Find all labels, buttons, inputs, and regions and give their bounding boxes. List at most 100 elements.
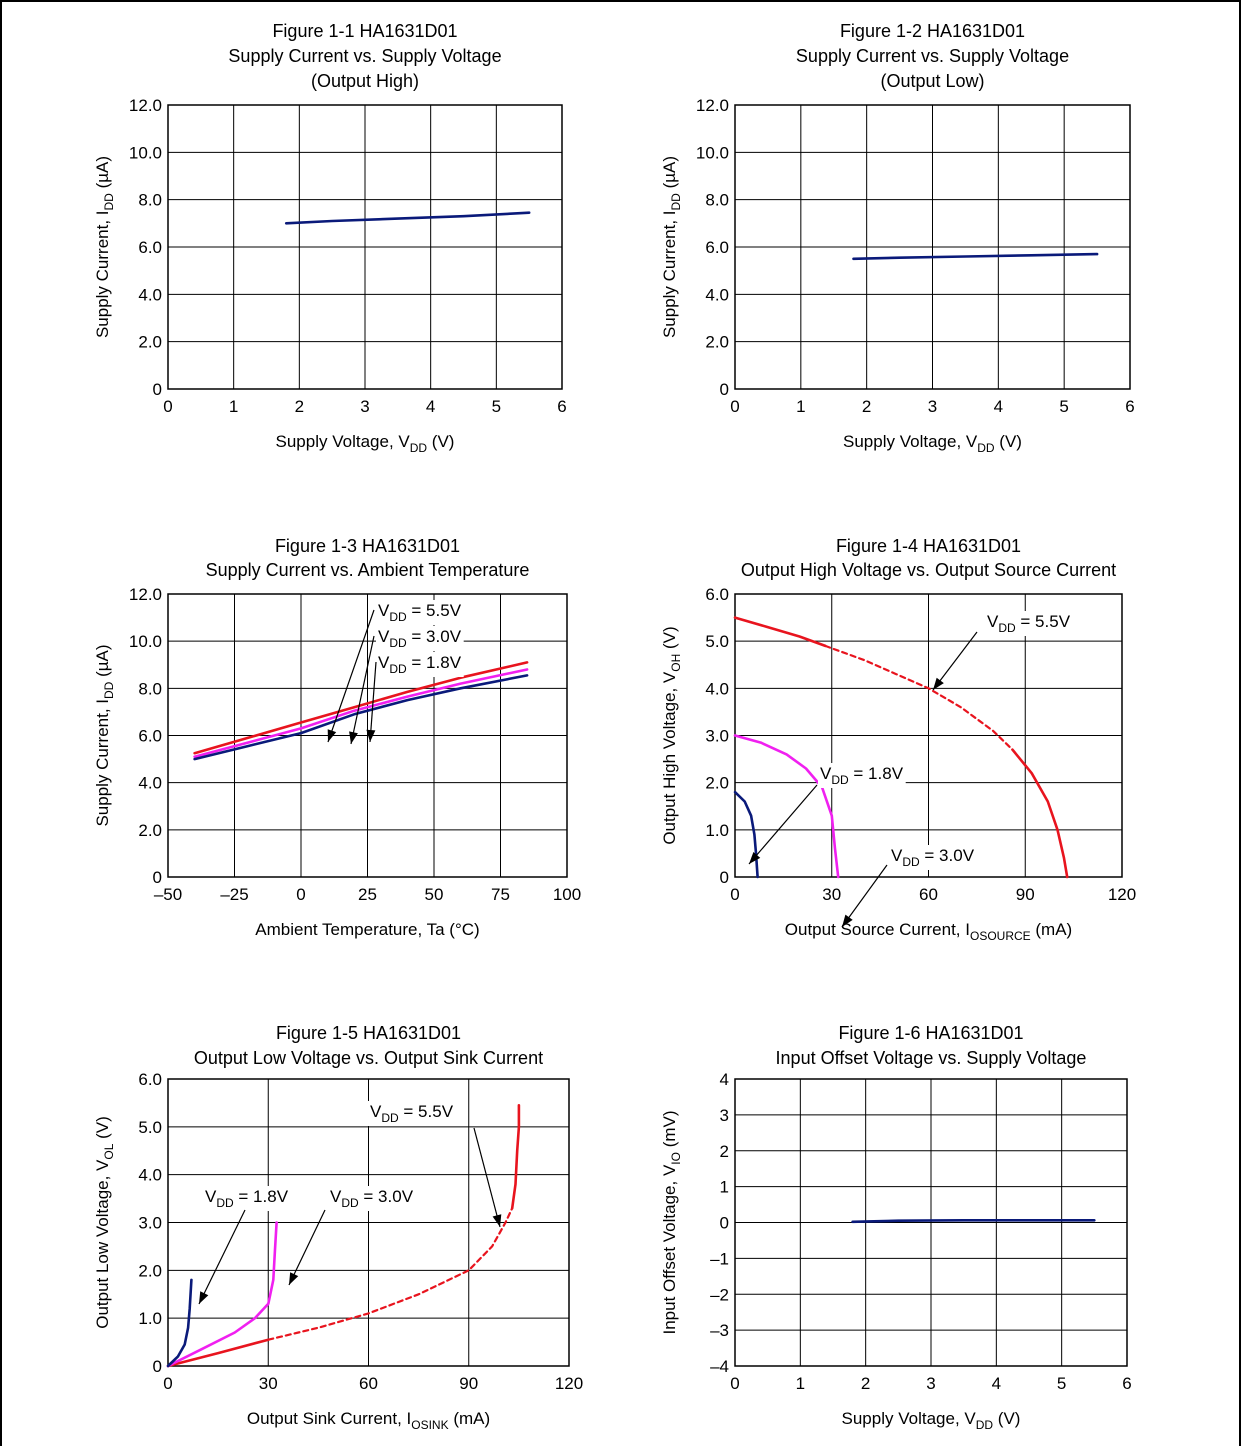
annotation-label: VDD = 3.0V [330,1187,414,1210]
arrow-head [199,1291,209,1304]
y-tick-label: –2 [710,1285,729,1304]
series-line [193,661,529,755]
x-tick-label: 2 [862,397,871,416]
annotation-label: VDD = 1.8V [820,764,904,787]
chart-figure-1: Figure 1-1 HA1631D01 Supply Current vs. S… [93,21,567,455]
x-tick-label: 1 [796,1374,805,1393]
annotation-label: VDD = 1.8V [205,1187,289,1210]
y-tick-label: 6.0 [138,727,162,746]
series-line [193,668,529,759]
annotation-label: VDD = 3.0V [891,846,975,869]
x-tick-label: –50 [154,885,182,904]
x-tick-label: 0 [730,885,739,904]
y-tick-label: 2.0 [705,333,729,352]
x-tick-label: 30 [822,885,841,904]
y-tick-label: 4.0 [138,285,162,304]
series-line [510,1104,521,1210]
x-tick-label: 90 [459,1374,478,1393]
y-tick-label: 8.0 [138,679,162,698]
y-tick-label: 12.0 [696,96,729,115]
chart-title-line: Output High Voltage vs. Output Source Cu… [741,560,1116,580]
y-tick-label: 4 [720,1070,729,1089]
series-line [1011,748,1069,879]
y-tick-label: 10.0 [129,143,162,162]
y-tick-label: –3 [710,1321,729,1340]
x-tick-label: 50 [425,885,444,904]
y-tick-label: 8.0 [138,191,162,210]
x-tick-label: 6 [1122,1374,1131,1393]
x-tick-label: 4 [426,397,435,416]
y-tick-label: 6.0 [138,1070,162,1089]
x-tick-label: 5 [1059,397,1068,416]
arrow-head [366,729,376,742]
annotation-bg [985,611,1073,636]
y-tick-label: 3.0 [138,1214,162,1233]
y-axis-label: Output Low Voltage, VOL (V) [93,1116,116,1329]
annotation-arrow [473,1127,501,1228]
x-tick-label: 75 [491,885,510,904]
x-tick-label: 0 [730,397,739,416]
chart-title-line: Figure 1-1 HA1631D01 [272,21,457,41]
y-tick-label: 2.0 [138,333,162,352]
x-tick-label: 6 [557,397,566,416]
chart-title-line: Figure 1-4 HA1631D01 [836,536,1021,556]
annotation-label: VDD = 5.5V [987,612,1071,635]
y-tick-label: 4.0 [138,774,162,793]
chart-figure-5: Figure 1-5 HA1631D01 Output Low Voltage v… [93,1023,583,1432]
annotation-arrow [350,635,375,745]
y-tick-label: 6.0 [705,238,729,257]
annotation-bg [818,763,906,788]
x-axis-label: Output Sink Current, IOSINK (mA) [247,1409,490,1432]
series-line [166,1278,193,1368]
chart-figure-2: Figure 1-2 HA1631D01 Supply Current vs. S… [660,21,1135,455]
y-tick-label: 0 [720,1214,729,1233]
y-tick-label: 4.0 [705,285,729,304]
chart-title-line: Figure 1-2 HA1631D01 [840,21,1025,41]
annotation-arrow [369,661,377,743]
series-line [733,616,827,648]
x-axis-label: Output Source Current, IOSOURCE (mA) [785,920,1072,943]
x-tick-label: 30 [259,1374,278,1393]
plot-frame [167,1078,570,1367]
x-tick-label: 0 [730,1374,739,1393]
annotation-label: VDD = 1.8V [378,653,462,676]
y-tick-label: –1 [710,1249,729,1268]
x-tick-label: 4 [992,1374,1001,1393]
annotation-bg [368,1101,456,1126]
annotation-bg [376,626,464,651]
plot-frame [167,104,563,390]
annotation-bg [889,845,977,870]
series-line-dashed [267,1207,514,1341]
x-tick-label: 1 [229,397,238,416]
annotation-bg [376,652,464,677]
y-axis-label: Supply Current, IDD (µA) [660,156,683,338]
y-tick-label: 6.0 [138,238,162,257]
y-tick-label: 0 [720,380,729,399]
series-line [166,1221,278,1368]
x-tick-label: 2 [295,397,304,416]
chart-title-line: (Output Low) [880,71,984,91]
chart-title-line: Supply Current vs. Ambient Temperature [206,560,530,580]
x-tick-label: 120 [555,1374,583,1393]
y-tick-label: 4.0 [705,679,729,698]
y-tick-label: 2.0 [705,774,729,793]
y-tick-label: 8.0 [705,191,729,210]
annotation-arrow [841,864,888,928]
x-tick-label: 6 [1125,397,1134,416]
chart-title-line: Figure 1-6 HA1631D01 [838,1023,1023,1043]
plot-frame [734,1078,1128,1367]
y-axis-label: Input Offset Voltage, VIO (mV) [660,1110,683,1334]
annotation-arrow [288,1209,326,1286]
chart-title-line: Supply Current vs. Supply Voltage [796,46,1069,66]
y-tick-label: 3 [720,1106,729,1125]
x-tick-label: 5 [492,397,501,416]
annotation-label: VDD = 5.5V [370,1102,454,1125]
y-axis-label: Supply Current, IDD (µA) [93,644,116,826]
series-line [733,790,759,879]
annotation-bg [376,600,464,625]
x-tick-label: 3 [360,397,369,416]
x-tick-label: –25 [220,885,248,904]
arrow-head [289,1272,299,1285]
